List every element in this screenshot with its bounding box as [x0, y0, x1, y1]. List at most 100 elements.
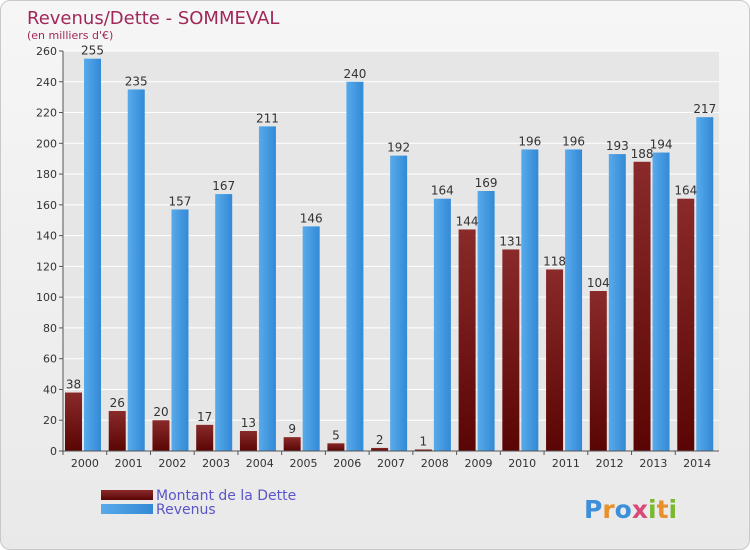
brand-logo: Proxiti — [584, 495, 677, 524]
brand-letter: i — [669, 495, 678, 524]
x-tick-label: 2010 — [508, 457, 536, 470]
chart-title: Revenus/Dette - SOMMEVAL — [27, 8, 279, 29]
data-label-revenus: 167 — [212, 179, 235, 193]
brand-letter: o — [615, 495, 632, 524]
bar-revenus — [171, 209, 189, 451]
x-tick-label: 2003 — [202, 457, 230, 470]
legend-label-debt: Montant de la Dette — [156, 488, 296, 504]
y-tick-label: 100 — [36, 291, 57, 304]
data-label-debt: 131 — [499, 234, 522, 248]
y-tick-label: 120 — [36, 260, 57, 273]
bar-debt — [414, 449, 432, 451]
data-label-revenus: 192 — [387, 141, 410, 155]
data-label-debt: 20 — [153, 405, 168, 419]
x-tick-label: 2009 — [464, 457, 492, 470]
bar-revenus — [390, 155, 408, 451]
bar-debt — [546, 269, 564, 451]
data-label-debt: 1 — [420, 434, 428, 448]
data-label-debt: 144 — [456, 214, 479, 228]
brand-letter: P — [584, 495, 602, 524]
bar-revenus — [565, 149, 583, 451]
bar-revenus — [127, 89, 145, 451]
data-label-debt: 104 — [587, 276, 610, 290]
y-tick-label: 60 — [43, 353, 57, 366]
legend-label-revenus: Revenus — [156, 502, 216, 518]
bar-debt — [371, 447, 389, 451]
x-tick-label: 2012 — [596, 457, 624, 470]
data-label-debt: 13 — [241, 416, 256, 430]
data-label-debt: 188 — [631, 147, 654, 161]
data-label-debt: 9 — [288, 422, 296, 436]
y-tick-label: 80 — [43, 322, 57, 335]
data-label-revenus: 194 — [650, 138, 673, 152]
brand-letter: t — [657, 495, 669, 524]
x-tick-label: 2007 — [377, 457, 405, 470]
y-tick-label: 20 — [43, 414, 57, 427]
y-tick-label: 220 — [36, 107, 57, 120]
data-label-revenus: 217 — [693, 102, 716, 116]
data-label-revenus: 164 — [431, 184, 454, 198]
y-tick-label: 240 — [36, 76, 57, 89]
x-tick-label: 2001 — [115, 457, 143, 470]
bar-debt — [458, 229, 476, 451]
legend-swatch-debt — [101, 490, 153, 500]
x-tick-label: 2005 — [290, 457, 318, 470]
bar-revenus — [302, 226, 320, 451]
data-label-revenus: 235 — [125, 74, 148, 88]
brand-letter: i — [648, 495, 657, 524]
bar-revenus — [477, 191, 495, 451]
data-label-debt: 164 — [674, 184, 697, 198]
data-label-revenus: 169 — [475, 176, 498, 190]
x-tick-label: 2002 — [158, 457, 186, 470]
data-label-revenus: 193 — [606, 139, 629, 153]
y-tick-label: 180 — [36, 168, 57, 181]
data-label-revenus: 255 — [81, 44, 104, 58]
legend: Montant de la Dette Revenus — [101, 488, 296, 518]
y-tick-label: 40 — [43, 383, 57, 396]
data-label-debt: 26 — [110, 396, 125, 410]
bar-debt — [108, 411, 126, 451]
data-label-debt: 2 — [376, 433, 384, 447]
chart-subtitle: (en milliers d'€) — [27, 29, 113, 42]
data-label-revenus: 211 — [256, 111, 279, 125]
y-tick-label: 160 — [36, 199, 57, 212]
x-tick-label: 2006 — [333, 457, 361, 470]
data-label-revenus: 157 — [169, 194, 192, 208]
bar-debt — [589, 291, 607, 451]
bar-revenus — [84, 58, 101, 451]
bar-debt — [65, 392, 82, 451]
bar-revenus — [433, 198, 451, 451]
data-label-revenus: 196 — [562, 134, 585, 148]
data-label-debt: 17 — [197, 410, 212, 424]
bar-debt — [502, 249, 520, 451]
data-label-debt: 38 — [66, 378, 81, 392]
bar-revenus — [696, 117, 714, 452]
brand-letter: x — [632, 495, 648, 524]
bar-debt — [152, 420, 170, 451]
x-tick-label: 2014 — [683, 457, 711, 470]
data-label-revenus: 240 — [343, 67, 366, 81]
bar-revenus — [521, 149, 539, 451]
bar-revenus — [215, 194, 233, 452]
x-tick-label: 2011 — [552, 457, 580, 470]
bar-debt — [283, 437, 301, 451]
data-label-debt: 118 — [543, 254, 566, 268]
data-label-revenus: 196 — [518, 134, 541, 148]
brand-letter: r — [602, 495, 615, 524]
x-tick-label: 2008 — [421, 457, 449, 470]
y-tick-label: 260 — [36, 45, 57, 58]
bar-revenus — [652, 152, 670, 452]
bar-debt — [327, 443, 345, 451]
x-tick-label: 2000 — [71, 457, 99, 470]
x-tick-label: 2013 — [639, 457, 667, 470]
y-tick-label: 140 — [36, 230, 57, 243]
bar-revenus — [608, 154, 626, 452]
bar-debt — [677, 198, 695, 451]
data-label-revenus: 146 — [300, 211, 323, 225]
y-tick-label: 0 — [50, 445, 57, 458]
legend-swatch-revenus — [101, 504, 153, 514]
y-tick-label: 200 — [36, 137, 57, 150]
bar-revenus — [346, 81, 364, 452]
